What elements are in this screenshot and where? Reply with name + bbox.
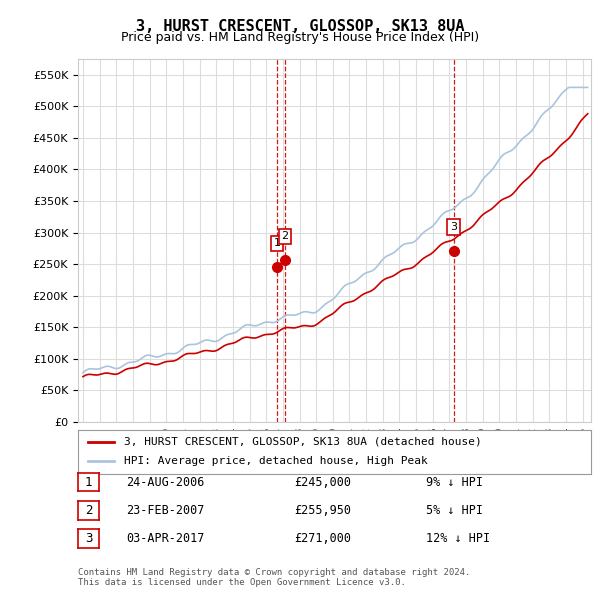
Text: 23-FEB-2007: 23-FEB-2007 [126,504,205,517]
Text: Contains HM Land Registry data © Crown copyright and database right 2024.
This d: Contains HM Land Registry data © Crown c… [78,568,470,587]
Text: 3, HURST CRESCENT, GLOSSOP, SK13 8UA: 3, HURST CRESCENT, GLOSSOP, SK13 8UA [136,19,464,34]
Text: 3: 3 [85,532,92,545]
Text: Price paid vs. HM Land Registry's House Price Index (HPI): Price paid vs. HM Land Registry's House … [121,31,479,44]
Text: £255,950: £255,950 [294,504,351,517]
Text: £245,000: £245,000 [294,476,351,489]
Text: 24-AUG-2006: 24-AUG-2006 [126,476,205,489]
Text: 9% ↓ HPI: 9% ↓ HPI [426,476,483,489]
Text: HPI: Average price, detached house, High Peak: HPI: Average price, detached house, High… [124,457,428,466]
Text: 3, HURST CRESCENT, GLOSSOP, SK13 8UA (detached house): 3, HURST CRESCENT, GLOSSOP, SK13 8UA (de… [124,437,482,447]
Text: 3: 3 [450,222,457,232]
Text: 1: 1 [85,476,92,489]
Text: 12% ↓ HPI: 12% ↓ HPI [426,532,490,545]
Text: 5% ↓ HPI: 5% ↓ HPI [426,504,483,517]
Text: 2: 2 [281,231,289,241]
Text: 1: 1 [274,238,281,248]
Text: £271,000: £271,000 [294,532,351,545]
Text: 03-APR-2017: 03-APR-2017 [126,532,205,545]
Text: 2: 2 [85,504,92,517]
